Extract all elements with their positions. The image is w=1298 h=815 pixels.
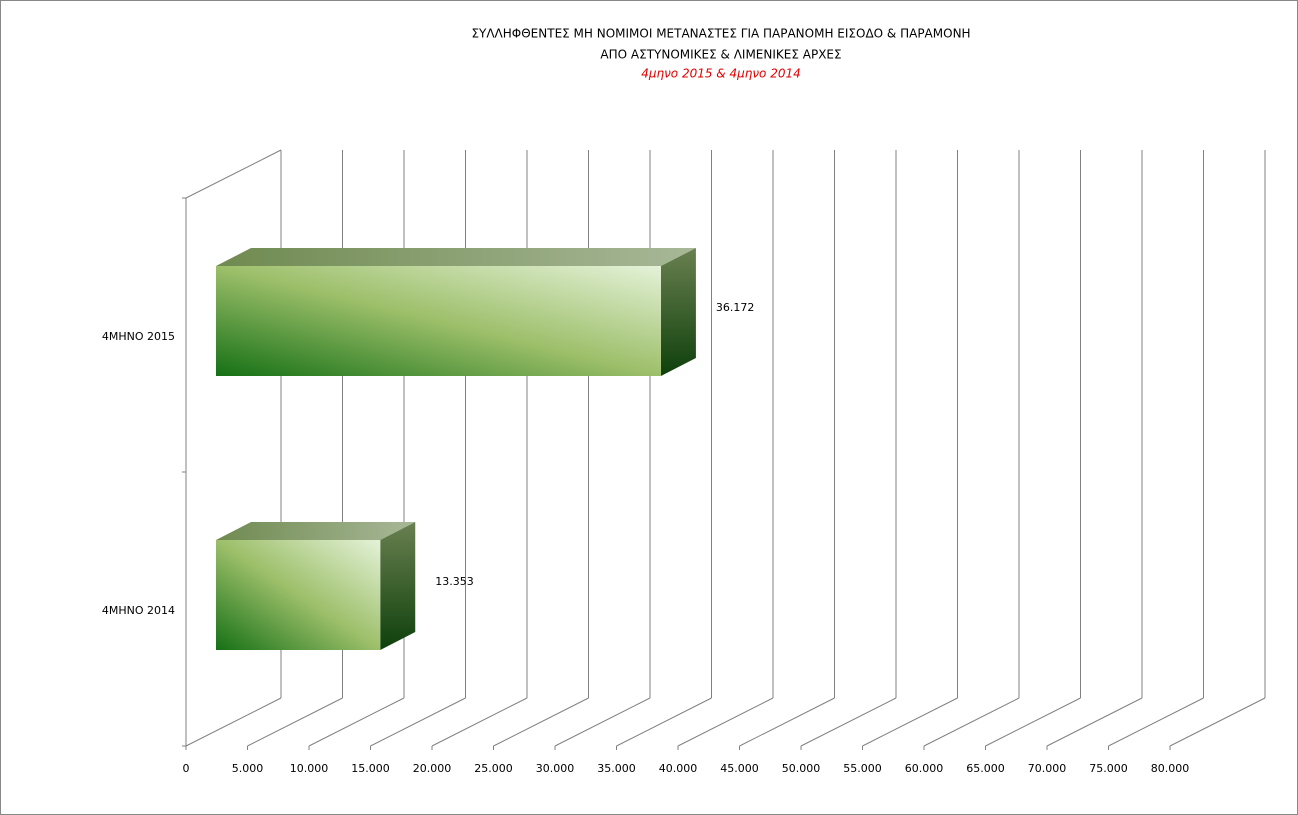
bar [216,266,661,376]
chart-title-line2: ΑΠΟ ΑΣΤΥΝΟΜΙΚΕΣ & ΛΙΜΕΝΙΚΕΣ ΑΡΧΕΣ [600,48,841,62]
floor-grid-line [677,697,774,747]
x-tick-label: 30.000 [536,762,575,775]
x-tick-label: 15.000 [351,762,390,775]
floor-grid-line [862,697,958,747]
floor-grid-line [370,697,466,747]
x-tick-label: 25.000 [474,762,513,775]
chart-title: ΣΥΛΛΗΦΘΕΝΤΕΣ ΜΗ ΝΟΜΙΜΟΙ ΜΕΤΑΝΑΣΤΕΣ ΓΙΑ Π… [471,27,970,41]
left-wall-top [185,149,282,199]
floor-grid-line [1108,697,1204,747]
bar-side [380,522,416,650]
floor-grid-line [1046,697,1143,747]
x-tick-label: 75.000 [1089,762,1128,775]
floor-grid-line [185,697,282,747]
x-tick-label: 5.000 [232,762,264,775]
x-tick-label: 70.000 [1028,762,1067,775]
bar-top [216,522,416,540]
floor-grid-line [1169,697,1266,747]
x-tick-label: 65.000 [966,762,1005,775]
floor-grid-line [985,697,1081,747]
floor-grid-line [493,697,589,747]
x-tick-label: 50.000 [782,762,821,775]
floor-grid-line [308,697,405,747]
x-tick-label: 45.000 [720,762,759,775]
x-tick-label: 35.000 [597,762,636,775]
x-tick-label: 0 [183,762,190,775]
floor-grid-line [431,697,528,747]
floor-grid-line [739,697,835,747]
floor-grid-line [923,697,1020,747]
floor-grid-line [616,697,712,747]
bar [216,540,381,650]
value-label: 13.353 [435,575,474,588]
y-tick-label: 4ΜΗΝΟ 2014 [102,604,175,617]
floor-grid-line [800,697,897,747]
x-tick-label: 60.000 [905,762,944,775]
value-label: 36.172 [716,301,755,314]
y-tick-label: 4ΜΗΝΟ 2015 [102,330,175,343]
x-tick-label: 10.000 [290,762,329,775]
x-tick-label: 20.000 [413,762,452,775]
bar-side [660,248,696,376]
x-tick-label: 80.000 [1151,762,1190,775]
bar-top [216,248,696,266]
floor-grid-line [247,697,343,747]
x-tick-label: 55.000 [843,762,882,775]
floor-grid-line [554,697,651,747]
chart-subtitle: 4μηνο 2015 & 4μηνο 2014 [641,67,801,81]
x-tick-label: 40.000 [659,762,698,775]
